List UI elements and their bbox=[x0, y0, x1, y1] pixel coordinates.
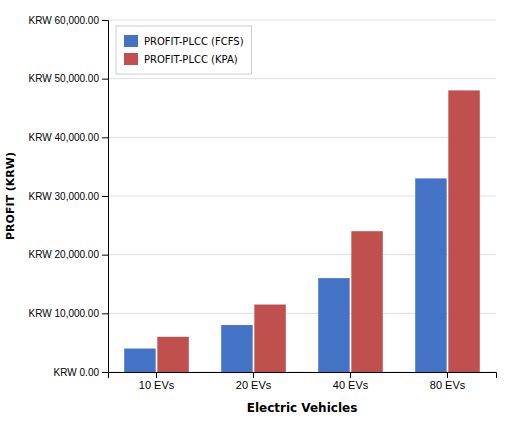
y-tick-mark bbox=[102, 137, 108, 138]
bar bbox=[318, 278, 349, 372]
bar bbox=[221, 325, 252, 372]
x-tick-mark bbox=[447, 372, 448, 378]
legend-entry: PROFIT-PLCC (FCFS) bbox=[124, 35, 244, 47]
y-tick-label: KRW 0.00 bbox=[54, 367, 100, 378]
x-axis: 10 EVs 20 EVs 40 EVs 80 EVs bbox=[109, 372, 497, 391]
axis-line bbox=[109, 373, 497, 379]
axis-line bbox=[102, 21, 109, 373]
y-tick: KRW 50,000.00 bbox=[29, 73, 108, 84]
y-tick-label: KRW 50,000.00 bbox=[29, 73, 100, 84]
y-tick-label: KRW 40,000.00 bbox=[29, 132, 100, 143]
bar bbox=[254, 305, 285, 372]
y-tick-label: KRW 20,000.00 bbox=[29, 249, 100, 260]
y-tick-label: KRW 30,000.00 bbox=[29, 191, 100, 202]
x-tick: 10 EVs bbox=[139, 372, 175, 391]
x-tick-mark bbox=[350, 372, 351, 378]
y-axis-title: PROFIT (KRW) bbox=[4, 152, 17, 240]
y-tick-mark bbox=[102, 372, 108, 373]
y-tick-label: KRW 60,000.00 bbox=[29, 15, 100, 26]
legend-swatch bbox=[124, 53, 138, 65]
x-tick: 20 EVs bbox=[236, 372, 272, 391]
x-tick-label: 10 EVs bbox=[139, 379, 175, 391]
y-tick-mark bbox=[102, 20, 108, 21]
legend-swatch bbox=[124, 35, 138, 47]
x-tick-label: 40 EVs bbox=[333, 379, 369, 391]
y-tick: KRW 60,000.00 bbox=[29, 15, 108, 26]
legend: PROFIT-PLCC (FCFS) PROFIT-PLCC (KPA) bbox=[116, 26, 252, 74]
grid-line bbox=[108, 137, 496, 138]
grid-line bbox=[108, 78, 496, 79]
bar bbox=[351, 231, 382, 372]
y-tick-mark bbox=[102, 79, 108, 80]
bar bbox=[448, 90, 479, 372]
grid-line bbox=[108, 20, 496, 21]
grid bbox=[108, 20, 496, 372]
chart: 10 EVs 20 EVs 40 EVs 80 EVs KRW 0.00 KRW 10,0… bbox=[0, 0, 512, 424]
y-tick: KRW 0.00 bbox=[54, 367, 108, 378]
x-tick-mark bbox=[156, 372, 157, 378]
bar bbox=[157, 337, 188, 372]
y-tick-mark bbox=[102, 196, 108, 197]
y-tick: KRW 40,000.00 bbox=[29, 132, 108, 143]
y-tick-mark bbox=[102, 313, 108, 314]
plot: 10 EVs 20 EVs 40 EVs 80 EVs KRW 0.00 KRW 10,0… bbox=[29, 15, 497, 391]
x-tick-mark bbox=[253, 372, 254, 378]
bar-series bbox=[124, 178, 446, 372]
x-tick-label: 20 EVs bbox=[236, 379, 272, 391]
bar bbox=[415, 178, 446, 372]
bars bbox=[124, 90, 480, 372]
x-axis-title: Electric Vehicles bbox=[247, 401, 358, 415]
x-tick: 80 EVs bbox=[430, 372, 466, 391]
y-tick-mark bbox=[102, 255, 108, 256]
y-tick-label: KRW 10,000.00 bbox=[29, 308, 100, 319]
legend-entry: PROFIT-PLCC (KPA) bbox=[124, 53, 238, 65]
bar bbox=[124, 349, 155, 372]
legend-label: PROFIT-PLCC (FCFS) bbox=[144, 36, 244, 47]
y-tick: KRW 10,000.00 bbox=[29, 308, 108, 319]
y-axis: KRW 0.00 KRW 10,000.00 KRW 20,000.00 KRW 30… bbox=[29, 15, 109, 378]
legend-box bbox=[116, 26, 252, 74]
y-tick: KRW 20,000.00 bbox=[29, 249, 108, 260]
x-tick: 40 EVs bbox=[333, 372, 369, 391]
x-tick-label: 80 EVs bbox=[430, 379, 466, 391]
legend-label: PROFIT-PLCC (KPA) bbox=[144, 54, 238, 65]
bar-series bbox=[157, 90, 479, 372]
y-tick: KRW 30,000.00 bbox=[29, 191, 108, 202]
